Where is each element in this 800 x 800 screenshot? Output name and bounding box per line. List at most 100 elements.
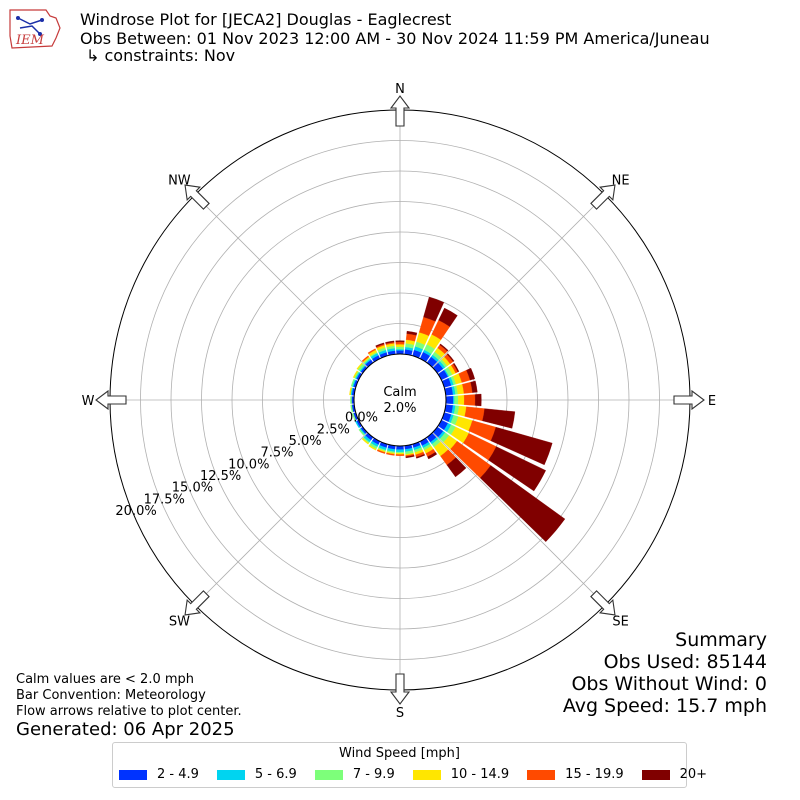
compass-label-ne: NE — [612, 173, 630, 188]
legend-item: 10 - 14.9 — [412, 767, 510, 782]
summary-title: Summary — [675, 629, 767, 651]
windrose-bar-segment — [350, 378, 355, 387]
legend-swatch — [314, 769, 343, 780]
windrose-bar-segment — [490, 426, 553, 466]
legend-label: 2 - 4.9 — [157, 767, 199, 782]
legend-label: 15 - 19.9 — [565, 767, 624, 782]
windrose-bar-segment — [446, 457, 467, 478]
chart-title: Windrose Plot for [JECA2] Douglas - Eagl… — [80, 10, 452, 29]
windrose-bar-segment — [395, 341, 405, 345]
compass-label-s: S — [396, 706, 404, 721]
legend-item: 15 - 19.9 — [527, 767, 624, 782]
legend-label: 20+ — [679, 767, 708, 782]
radial-tick-label: 7.5% — [260, 446, 293, 461]
compass-label-se: SE — [612, 615, 628, 630]
chart-constraints: ↳ constraints: Nov — [86, 46, 236, 65]
summary-avg-speed: Avg Speed: 15.7 mph — [562, 695, 767, 717]
chart-period: Obs Between: 01 Nov 2023 12:00 AM - 30 N… — [80, 29, 710, 48]
windrose-bar-segment — [482, 408, 516, 429]
flow-arrow-s — [389, 673, 411, 705]
compass-label-w: W — [82, 394, 95, 409]
flow-arrows — [95, 95, 705, 705]
windrose-bar-segment — [367, 348, 376, 355]
windrose-bar-segment — [395, 344, 405, 347]
windrose-bar-segment — [368, 444, 377, 451]
windrose-bar-segment — [361, 438, 370, 445]
flow-arrow-ne — [590, 184, 616, 210]
windrose-bar-segment — [350, 396, 352, 404]
legend-label: 10 - 14.9 — [450, 767, 510, 782]
grid-spoke — [194, 432, 368, 606]
legend-item: 5 - 6.9 — [216, 767, 297, 782]
radial-tick-label: 17.5% — [144, 492, 185, 507]
windrose-bar-segment — [439, 343, 449, 352]
flow-arrow-sw — [184, 590, 210, 616]
generated-date: Generated: 06 Apr 2025 — [16, 719, 235, 740]
windrose-bar-segment — [352, 413, 357, 421]
flow-arrow-nw — [184, 184, 210, 210]
speed-legend: Wind Speed [mph] 2 - 4.9 5 - 6.9 7 - 9.9 10… — [112, 742, 707, 788]
windrose-bar-segment — [395, 346, 405, 350]
windrose-bar-segment — [375, 342, 385, 348]
legend-label: 7 - 9.9 — [352, 767, 395, 782]
windrose-bar-segment — [356, 362, 363, 370]
radial-tick-label: 10.0% — [228, 457, 269, 472]
note-calm: Calm values are < 2.0 mph — [16, 672, 195, 687]
legend-item: 2 - 4.9 — [119, 767, 199, 782]
calm-circle: Calm 2.0% — [353, 353, 447, 447]
flow-arrow-n — [389, 95, 411, 127]
windrose-bar-segment — [457, 395, 465, 405]
legend-swatch — [527, 769, 556, 780]
windrose-bar-segment — [358, 428, 365, 436]
grid-spoke — [194, 194, 368, 368]
windrose-bar-segment — [423, 296, 445, 322]
compass-label-sw: SW — [169, 615, 190, 630]
radial-tick-label: 0.0% — [345, 411, 378, 426]
compass-label-e: E — [708, 394, 716, 409]
grid-spoke — [432, 194, 606, 368]
legend-swatch — [412, 769, 441, 780]
windrose-bar-segment — [350, 404, 354, 413]
windrose-bar-segment — [376, 449, 386, 454]
windrose-bar-segment — [445, 395, 454, 405]
windrose-bar-segment — [463, 394, 476, 406]
windrose-bar-segment — [479, 465, 566, 543]
windrose-bar-segment — [470, 380, 478, 393]
windrose-bar-segment — [438, 307, 458, 327]
windrose-bar-segment — [452, 362, 460, 373]
windrose-bar-segment — [396, 449, 404, 453]
windrose-bar-segment — [454, 395, 459, 405]
grid-spoke — [432, 432, 606, 606]
iem-logo: IEM — [9, 9, 61, 49]
legend-label: 5 - 6.9 — [254, 767, 297, 782]
radial-tick-label: 5.0% — [289, 434, 322, 449]
svg-text:IEM: IEM — [15, 33, 45, 48]
flow-arrow-se — [590, 590, 616, 616]
summary-obs-without-wind: Obs Without Wind: 0 — [571, 673, 767, 695]
windrose-bar-segment — [395, 340, 405, 343]
calm-value: 2.0% — [383, 401, 416, 416]
summary-obs-used: Obs Used: 85144 — [603, 651, 767, 673]
windrose-bar-segment — [386, 452, 395, 456]
windrose-bar-segment — [355, 420, 361, 429]
windrose-bar-segment — [349, 387, 353, 396]
flow-arrow-w — [95, 389, 127, 411]
windrose-bar-segment — [466, 367, 475, 381]
windrose-bar-segment — [352, 370, 359, 379]
windrose-bar-segment — [406, 331, 418, 336]
legend-title: Wind Speed [mph] — [339, 746, 460, 761]
compass-label-n: N — [395, 82, 405, 97]
legend-swatch — [641, 769, 670, 780]
windrose-bar-segment — [361, 355, 370, 362]
windrose-bar-segment — [395, 454, 405, 456]
legend-items: 2 - 4.9 5 - 6.9 7 - 9.9 10 - 14.9 15 - 19.9 2… — [119, 767, 725, 782]
note-convention: Bar Convention: Meteorology — [16, 688, 206, 703]
windrose-bar-segment — [446, 353, 455, 362]
radial-tick-label: 12.5% — [200, 469, 241, 484]
windrose-bar-segment — [415, 453, 426, 459]
windrose-bar-segment — [385, 340, 395, 344]
windrose-bar-segment — [474, 393, 482, 407]
note-arrows: Flow arrows relative to plot center. — [16, 704, 242, 719]
